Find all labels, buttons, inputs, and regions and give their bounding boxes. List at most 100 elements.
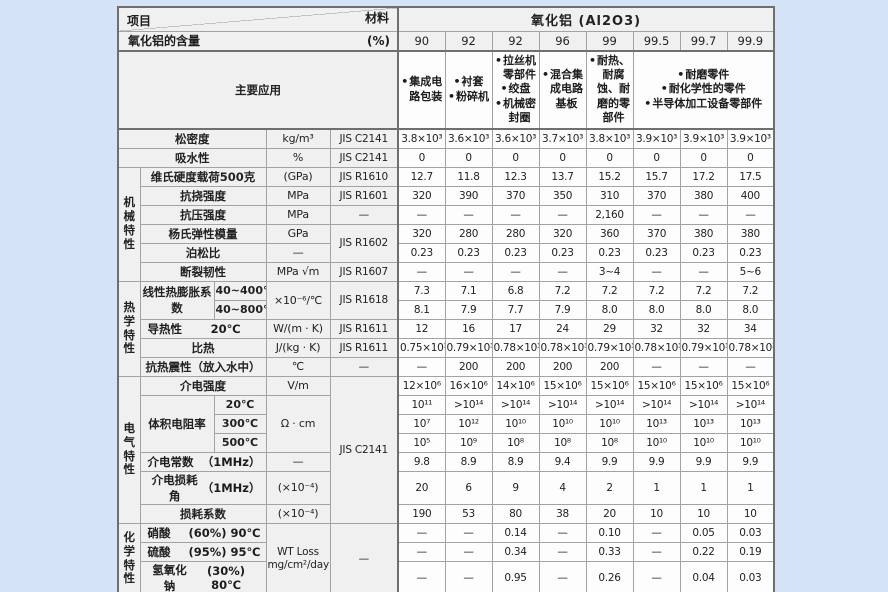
row-volume-resistivity-500: 500℃ 10⁵ 10⁹ 10⁸ 10⁸ 10⁸ 10¹⁰ 10¹⁰ 10¹⁰ xyxy=(118,432,775,453)
condition-label: (60%) 90℃ xyxy=(188,525,261,540)
property-name: 介电常数 xyxy=(147,454,194,469)
group-label-mechanical: 机械特性 xyxy=(117,166,141,282)
value-cell: 0 xyxy=(726,147,775,168)
value-cell: 370 xyxy=(491,185,540,206)
jis-cell: — xyxy=(329,356,399,377)
value-cell: 10¹⁰ xyxy=(491,413,540,434)
jis-cell: JIS C2141 xyxy=(329,375,399,524)
value-cell: 3.8×10³ xyxy=(585,128,634,149)
value-cell: — xyxy=(632,356,681,377)
value-cell: 1 xyxy=(632,470,681,505)
jis-cell: JIS C2141 xyxy=(329,128,399,149)
list-item: 混合集成电路基板 xyxy=(541,68,585,111)
material-name-header: 氧化铝 (Al2O3) xyxy=(397,6,775,32)
value-cell: — xyxy=(538,541,587,562)
value-cell: 320 xyxy=(538,223,587,244)
value-cell: 10¹⁰ xyxy=(679,432,728,453)
unit-cell: ×10⁻⁶/℃ xyxy=(265,280,331,320)
property-name-cell: 硝酸 (60%) 90℃ xyxy=(139,522,267,543)
jis-cell: JIS R1610 xyxy=(329,166,399,187)
value-cell: — xyxy=(397,560,446,592)
jis-cell: JIS R1607 xyxy=(329,261,399,282)
value-cell: — xyxy=(444,541,493,562)
material-properties-table: 项目 材料 氧化铝 (Al2O3) 氧化铝的含量 (%) 90 92 92 96… xyxy=(117,6,776,592)
value-cell: 0.23 xyxy=(726,242,775,263)
row-loss-factor: 损耗系数 (×10⁻⁴) 190 53 80 38 20 10 10 10 xyxy=(118,503,775,524)
unit-cell: Ω · cm xyxy=(265,394,331,453)
value-cell: — xyxy=(538,560,587,592)
property-name-cell: 硫酸 (95%) 95℃ xyxy=(139,541,267,562)
value-cell: 32 xyxy=(632,318,681,339)
jis-cell: JIS R1611 xyxy=(329,318,399,339)
property-name-cell: 氢氧化钠 (30%) 80℃ xyxy=(139,560,267,592)
value-cell: 0.79×10³ xyxy=(444,337,493,358)
value-cell: 3.6×10³ xyxy=(491,128,540,149)
list-item: 集成电路包装 xyxy=(400,75,444,104)
property-name-cell: 损耗系数 xyxy=(139,503,267,524)
row-fracture-toughness: 断裂韧性 MPa √m JIS R1607 — — — — 3~4 — — 5~… xyxy=(118,261,775,282)
value-cell: — xyxy=(632,560,681,592)
unit-cell: kg/m³ xyxy=(265,128,331,149)
value-cell: 0 xyxy=(491,147,540,168)
value-cell: 9.9 xyxy=(585,451,634,472)
value-cell: 0 xyxy=(632,147,681,168)
value-cell: 10¹¹ xyxy=(397,394,446,415)
unit-cell: WT Loss mg/cm²/day xyxy=(265,522,331,592)
content-label-cell: 氧化铝的含量 (%) xyxy=(117,30,399,52)
value-cell: 9.9 xyxy=(679,451,728,472)
value-cell: 17 xyxy=(491,318,540,339)
value-cell: 7.1 xyxy=(444,280,493,301)
value-cell: 0.10 xyxy=(585,522,634,543)
unit-cell: V/m xyxy=(265,375,331,396)
jis-cell: — xyxy=(329,204,399,225)
value-cell: 7.2 xyxy=(679,280,728,301)
value-cell: 0.95 xyxy=(491,560,540,592)
row-dielectric-loss-angle: 介电损耗角 （1MHz） (×10⁻⁴) 20 6 9 4 2 1 1 1 xyxy=(118,470,775,505)
value-cell: 0.23 xyxy=(632,242,681,263)
property-name-cell: 吸水性 xyxy=(117,147,267,168)
value-cell: 0.34 xyxy=(491,541,540,562)
value-cell: >10¹⁴ xyxy=(538,394,587,415)
value-cell: 200 xyxy=(444,356,493,377)
value-cell: >10¹⁴ xyxy=(585,394,634,415)
unit-cell: — xyxy=(265,451,331,472)
property-name-cell: 线性热膨胀系数 xyxy=(139,280,215,320)
group-label-chemical: 化学特性 xyxy=(117,522,141,592)
group-label-thermal: 热学特性 xyxy=(117,280,141,377)
value-cell: 3.7×10³ xyxy=(538,128,587,149)
value-cell: — xyxy=(632,541,681,562)
value-cell: 8.0 xyxy=(726,299,775,320)
list-item: 耐热、耐腐蚀、耐磨的零部件 xyxy=(588,54,632,125)
value-cell: 0.33 xyxy=(585,541,634,562)
value-cell: 3.6×10³ xyxy=(444,128,493,149)
value-cell: — xyxy=(397,261,446,282)
property-name-cell: 抗挠强度 xyxy=(139,185,267,206)
value-cell: 10¹⁰ xyxy=(585,413,634,434)
value-cell: 12×10⁶ xyxy=(397,375,446,396)
value-cell: 10¹² xyxy=(444,413,493,434)
purity-value: 92 xyxy=(444,30,493,52)
value-cell: 310 xyxy=(585,185,634,206)
value-cell: 15.2 xyxy=(585,166,634,187)
value-cell: 7.7 xyxy=(491,299,540,320)
property-name-cell: 断裂韧性 xyxy=(139,261,267,282)
value-cell: 200 xyxy=(585,356,634,377)
value-cell: 2,160 xyxy=(585,204,634,225)
value-cell: >10¹⁴ xyxy=(632,394,681,415)
property-name: 硝酸 xyxy=(147,525,171,540)
condition-label: （1MHz） xyxy=(201,480,261,495)
property-name-cell: 抗压强度 xyxy=(139,204,267,225)
purity-value: 99 xyxy=(585,30,634,52)
value-cell: 0.14 xyxy=(491,522,540,543)
row-thermal-expansion-40-400: 热学特性 线性热膨胀系数 40~400℃ ×10⁻⁶/℃ JIS R1618 7… xyxy=(117,280,775,377)
value-cell: 11.8 xyxy=(444,166,493,187)
corner-header-cell: 项目 材料 xyxy=(117,6,399,32)
row-specific-heat: 比热 J/(kg · K) JIS R1611 0.75×10³ 0.79×10… xyxy=(118,337,775,358)
row-dielectric-constant: 介电常数 （1MHz） — 9.8 8.9 8.9 9.4 9.9 9.9 9.… xyxy=(118,451,775,472)
list-item: 机械密封圈 xyxy=(494,97,538,126)
value-cell: 0.23 xyxy=(679,242,728,263)
value-cell: 3~4 xyxy=(585,261,634,282)
value-cell: 10 xyxy=(632,503,681,524)
property-name-cell: 体积电阻率 xyxy=(139,394,215,453)
unit-cell: W/(m · K) xyxy=(265,318,331,339)
